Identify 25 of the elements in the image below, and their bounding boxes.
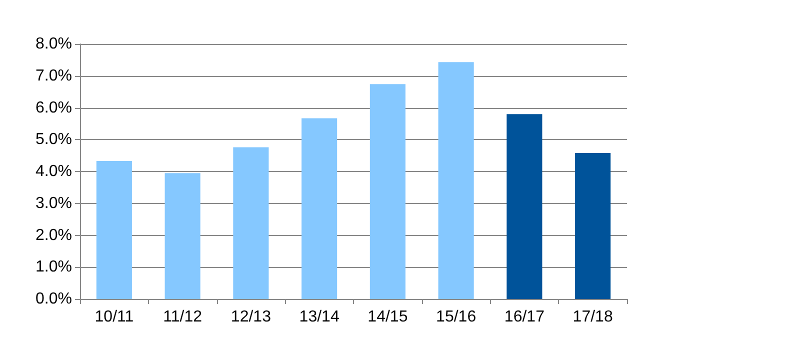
y-tick-label: 5.0%	[36, 131, 72, 148]
y-tick-label: 0.0%	[36, 290, 72, 308]
bar	[506, 114, 542, 299]
y-tick-label: 2.0%	[36, 226, 72, 244]
x-tick-label: 14/15	[368, 308, 408, 326]
x-tick-label: 10/11	[94, 308, 134, 326]
y-tick-label: 6.0%	[36, 99, 72, 116]
x-tick-label: 17/18	[572, 308, 613, 326]
x-tick-label: 16/17	[504, 308, 545, 326]
bar	[438, 62, 474, 299]
x-tick-label: 13/14	[299, 308, 340, 326]
y-tick-label: 4.0%	[36, 163, 72, 180]
bar	[96, 160, 132, 299]
x-tick-label: 11/12	[163, 308, 202, 326]
x-tick-label: 12/13	[230, 308, 272, 326]
y-tick-label: 7.0%	[36, 67, 72, 84]
bar	[302, 118, 338, 299]
bar	[370, 84, 406, 299]
bar	[164, 173, 200, 299]
x-tick-label: 15/16	[436, 308, 476, 326]
y-tick-label: 3.0%	[36, 194, 72, 212]
bar	[575, 153, 611, 299]
y-tick-label: 8.0%	[36, 36, 72, 52]
bar	[233, 147, 269, 299]
y-tick-label: 1.0%	[36, 258, 72, 276]
